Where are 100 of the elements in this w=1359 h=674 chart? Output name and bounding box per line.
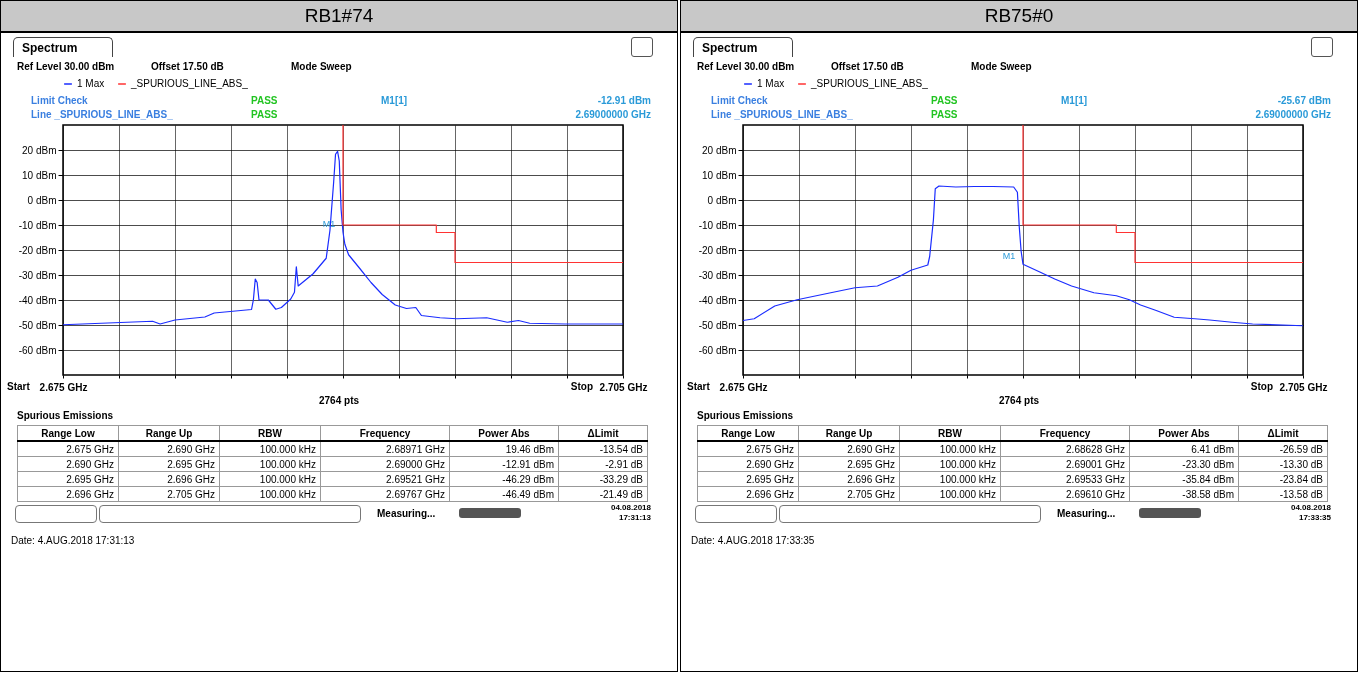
text: 2764 pts — [319, 395, 360, 407]
text: -12.91 dBm — [597, 95, 651, 107]
text: 2.69533 GHz — [1000, 471, 1130, 487]
text: Line _SPURIOUS_LINE_ABS_ — [711, 109, 853, 121]
y-tick-label: 10 dBm — [702, 169, 737, 181]
text: Range Low — [17, 425, 119, 441]
text: -38.58 dBm — [1129, 486, 1239, 502]
text: -13.30 dB — [1238, 456, 1328, 472]
text: -35.84 dBm — [1129, 471, 1239, 487]
text: -23.84 dB — [1238, 471, 1328, 487]
text: Offset 17.50 dB — [151, 61, 224, 73]
y-tick-label: -50 dBm — [698, 319, 737, 331]
text: 2.695 GHz — [118, 456, 220, 472]
text: 2.675 GHz — [17, 441, 119, 457]
y-tick-label: -10 dBm — [18, 219, 57, 231]
text: 2.69610 GHz — [1000, 486, 1130, 502]
text: 2.68628 GHz — [1000, 441, 1130, 457]
text: -46.29 dBm — [449, 471, 559, 487]
annotation: M1 — [1002, 251, 1016, 262]
text: M1[1] — [381, 95, 408, 107]
text: 100.000 kHz — [219, 486, 321, 502]
text: 2.69000 GHz — [320, 456, 450, 472]
y-tick-label: -20 dBm — [698, 244, 737, 256]
text: Stop — [1250, 381, 1273, 393]
text: 2.695 GHz — [697, 471, 799, 487]
text: -23.30 dBm — [1129, 456, 1239, 472]
text: Offset 17.50 dB — [831, 61, 904, 73]
text: -2.91 dB — [558, 456, 648, 472]
text: PASS — [251, 109, 278, 121]
text: Spectrum — [13, 37, 113, 57]
text: Measuring... — [1057, 508, 1116, 520]
text: 2.69767 GHz — [320, 486, 450, 502]
text: 17:31:13 — [618, 513, 651, 522]
text: 100.000 kHz — [219, 456, 321, 472]
text: 2.695 GHz — [17, 471, 119, 487]
text: 100.000 kHz — [899, 471, 1001, 487]
text: 2.705 GHz — [118, 486, 220, 502]
text: M1[1] — [1061, 95, 1088, 107]
x-tick-label: 2.675 GHz — [39, 381, 88, 393]
line-series — [342, 124, 624, 264]
legend-label: _SPURIOUS_LINE_ABS_ — [130, 78, 249, 89]
text: Range Up — [798, 425, 900, 441]
y-tick-label: 20 dBm — [22, 144, 57, 156]
y-tick-label: -40 dBm — [18, 294, 57, 306]
text: 100.000 kHz — [899, 441, 1001, 457]
text: -25.67 dBm — [1277, 95, 1331, 107]
text: 2.690 GHz — [697, 456, 799, 472]
chart-title: RB75#0 — [681, 1, 1357, 33]
text: -46.49 dBm — [449, 486, 559, 502]
x-tick-label: 2.675 GHz — [719, 381, 768, 393]
legend-label: 1 Max — [77, 78, 105, 89]
text: 100.000 kHz — [219, 441, 321, 457]
line-series — [1022, 124, 1304, 264]
text: Frequency — [320, 425, 450, 441]
y-tick-label: -10 dBm — [698, 219, 737, 231]
text: 17:33:35 — [1298, 513, 1331, 522]
text: 2.696 GHz — [697, 486, 799, 502]
text: 2.69001 GHz — [1000, 456, 1130, 472]
text: Ref Level 30.00 dBm — [17, 61, 115, 73]
line-series — [62, 150, 624, 326]
legend-label: 1 Max — [757, 78, 785, 89]
text: 2.690 GHz — [17, 456, 119, 472]
text: -13.54 dB — [558, 441, 648, 457]
text: Stop — [570, 381, 593, 393]
y-tick-label: -30 dBm — [698, 269, 737, 281]
text: 19.46 dBm — [449, 441, 559, 457]
text: PASS — [251, 95, 278, 107]
y-tick-label: -40 dBm — [698, 294, 737, 306]
text: 2.696 GHz — [798, 471, 900, 487]
text: Limit Check — [711, 95, 768, 107]
x-tick-label: 2.705 GHz — [599, 381, 648, 393]
text: Date: 4.AUG.2018 17:31:13 — [11, 535, 135, 547]
x-tick-label: 2.705 GHz — [1279, 381, 1328, 393]
text: 2.690 GHz — [118, 441, 220, 457]
text: Range Low — [697, 425, 799, 441]
chart-title: RB1#74 — [1, 1, 677, 33]
text: 2.68971 GHz — [320, 441, 450, 457]
text: PASS — [931, 109, 958, 121]
text: RBW — [219, 425, 321, 441]
text: -26.59 dB — [1238, 441, 1328, 457]
text: Spurious Emissions — [697, 410, 794, 422]
text: Range Up — [118, 425, 220, 441]
text: RBW — [899, 425, 1001, 441]
text: -33.29 dB — [558, 471, 648, 487]
text: -13.58 dB — [1238, 486, 1328, 502]
y-tick-label: -30 dBm — [18, 269, 57, 281]
text: 2.695 GHz — [798, 456, 900, 472]
y-tick-label: 0 dBm — [27, 194, 57, 206]
text: -21.49 dB — [558, 486, 648, 502]
text: Mode Sweep — [971, 61, 1032, 73]
text: 2.696 GHz — [118, 471, 220, 487]
text: Power Abs — [1129, 425, 1239, 441]
text: 2.690 GHz — [798, 441, 900, 457]
text: Date: 4.AUG.2018 17:33:35 — [691, 535, 815, 547]
y-tick-label: 10 dBm — [22, 169, 57, 181]
text: ΔLimit — [558, 425, 648, 441]
y-tick-label: 0 dBm — [707, 194, 737, 206]
text: Start — [687, 381, 710, 393]
text: 2.69521 GHz — [320, 471, 450, 487]
text: 04.08.2018 — [1290, 503, 1331, 512]
